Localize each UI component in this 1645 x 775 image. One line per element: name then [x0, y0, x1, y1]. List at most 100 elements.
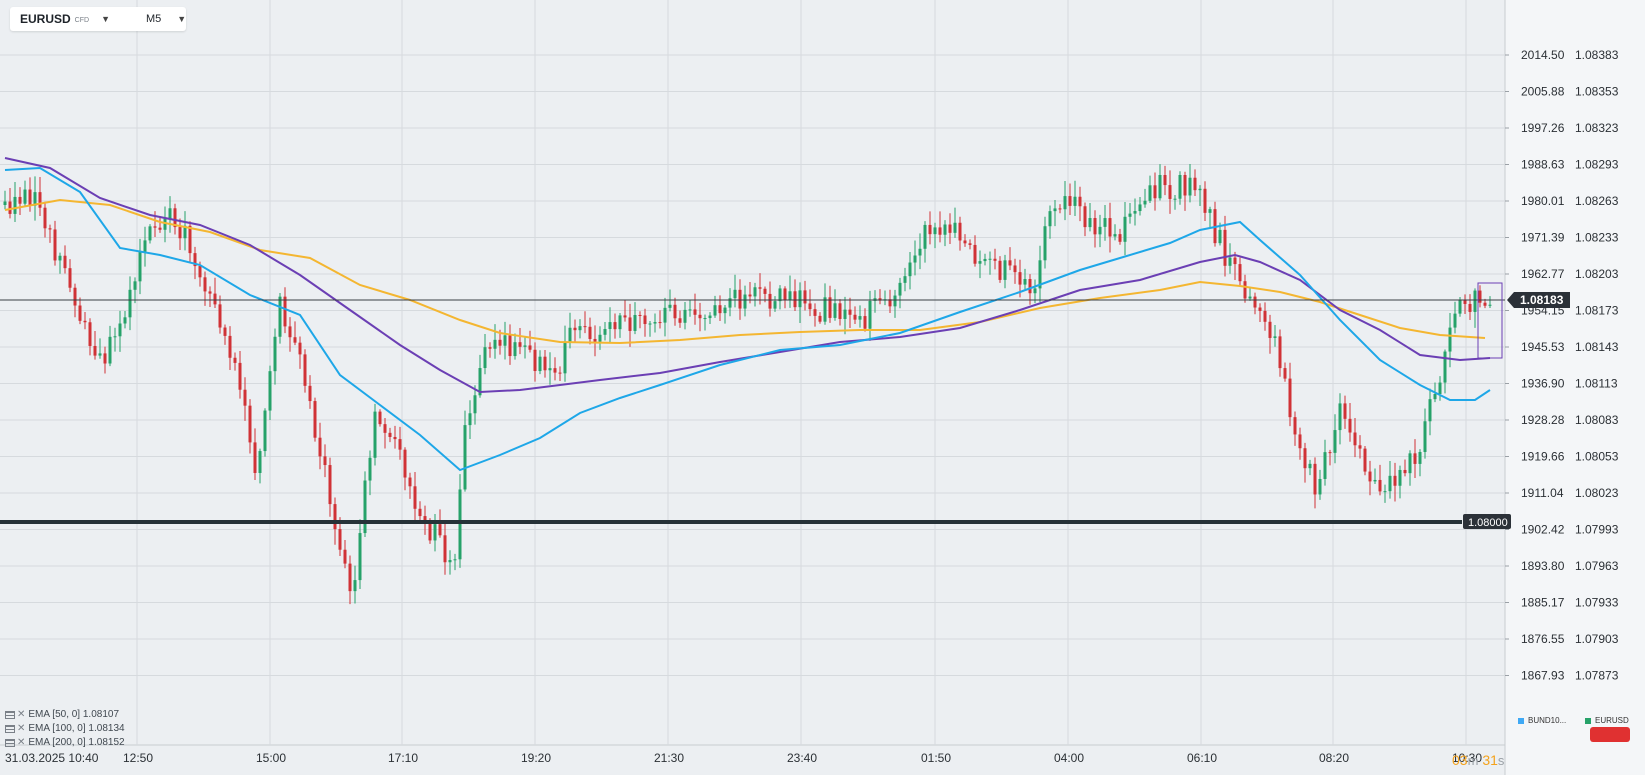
candle-body [1118, 234, 1122, 242]
candle-body [728, 298, 732, 308]
candle-body [743, 294, 747, 309]
candle-body [83, 320, 87, 323]
candle-body [368, 457, 372, 481]
candle-body [63, 255, 67, 269]
candle-body [1038, 260, 1042, 289]
countdown-m: m [1467, 753, 1479, 768]
candle-body [1048, 211, 1052, 227]
candle-body [1193, 177, 1197, 191]
legend-item-eurusd[interactable]: EURUSD [1585, 716, 1629, 725]
candles [3, 164, 1492, 605]
candle-body [513, 342, 517, 357]
indicator-settings-icon[interactable] [5, 711, 15, 719]
candle-body [453, 559, 457, 561]
candle-body [448, 560, 452, 563]
support-line-badge [1463, 514, 1511, 529]
candle-body [1388, 475, 1392, 492]
candle-body [1398, 469, 1402, 486]
price-label-left: 1962.77 [1521, 267, 1565, 281]
symbol-selector[interactable]: EURUSD CFD ▼ M5 ▼ [10, 7, 186, 31]
indicator-settings-icon[interactable] [5, 725, 15, 733]
price-label-right: 1.08293 [1575, 158, 1619, 172]
candle-body [1278, 336, 1282, 369]
candle-body [1283, 368, 1287, 379]
candle-body [203, 277, 207, 292]
candle-body [238, 362, 242, 390]
indicator-label: EMA [100, 0] 1.08134 [28, 723, 125, 734]
candle-body [608, 322, 612, 329]
sell-button[interactable] [1590, 727, 1630, 742]
timeframe-dropdown-icon[interactable]: ▼ [177, 14, 187, 24]
candle-body [118, 323, 122, 337]
candle-body [1413, 453, 1417, 464]
candle-body [88, 322, 92, 346]
candle-body [1258, 307, 1262, 311]
candle-body [1338, 403, 1342, 431]
candle-body [93, 345, 97, 356]
candle-body [498, 339, 502, 346]
candle-body [848, 309, 852, 315]
candle-body [908, 262, 912, 277]
candle-body [213, 293, 217, 305]
price-label-right: 1.08173 [1575, 304, 1619, 318]
candle-body [1383, 491, 1387, 493]
candle-body [1443, 351, 1447, 383]
candle-body [198, 266, 202, 278]
candle-body [358, 533, 362, 581]
candle-body [763, 288, 767, 294]
candle-body [183, 225, 187, 239]
indicator-remove-icon[interactable]: ✕ [17, 723, 26, 734]
candle-body [1143, 200, 1147, 205]
candle-body [673, 304, 677, 319]
candle-body [838, 303, 842, 319]
candle-body [768, 293, 772, 309]
candle-body [943, 224, 947, 235]
highlight-box [1477, 282, 1503, 359]
legend-item-bund[interactable]: BUND10... [1518, 716, 1566, 725]
candle-body [33, 192, 37, 206]
candle-body [488, 347, 492, 349]
candle-body [1078, 196, 1082, 207]
candle-body [1113, 234, 1117, 237]
candle-body [168, 208, 172, 219]
time-label: 17:10 [388, 751, 418, 765]
candle-body [823, 297, 827, 322]
ema-50-line [4, 166, 1491, 472]
candle-body [653, 322, 657, 324]
candle-body [263, 410, 267, 452]
candle-body [528, 345, 532, 350]
candle-body [1238, 264, 1242, 282]
candle-body [808, 303, 812, 310]
indicator-settings-icon[interactable] [5, 739, 15, 747]
indicator-remove-icon[interactable]: ✕ [17, 737, 26, 748]
price-label-right: 1.07993 [1575, 523, 1619, 537]
candle-body [273, 336, 277, 372]
candle-body [1458, 299, 1462, 314]
candle-body [48, 228, 52, 230]
candle-body [703, 318, 707, 320]
candle-body [538, 356, 542, 372]
symbol-dropdown-icon[interactable]: ▼ [101, 14, 110, 24]
indicator-remove-icon[interactable]: ✕ [17, 709, 26, 720]
candle-body [913, 255, 917, 263]
candle-body [1008, 260, 1012, 266]
candle-body [258, 451, 262, 473]
candle-body [363, 480, 367, 534]
price-label-right: 1.07963 [1575, 559, 1619, 573]
candle-body [533, 349, 537, 372]
timeframe-label[interactable]: M5 [145, 13, 162, 25]
price-label-left: 1867.93 [1521, 669, 1565, 683]
candle-body [558, 372, 562, 374]
candle-body [713, 305, 717, 316]
price-label-left: 1893.80 [1521, 559, 1565, 573]
price-label-right: 1.08083 [1575, 413, 1619, 427]
candle-body [1418, 451, 1422, 464]
candle-body [208, 291, 212, 294]
price-label-right: 1.07903 [1575, 632, 1619, 646]
time-label: 23:40 [787, 751, 817, 765]
candle-body [783, 288, 787, 300]
candle-body [398, 439, 402, 450]
candle-body [1348, 418, 1352, 433]
candle-body [303, 354, 307, 386]
